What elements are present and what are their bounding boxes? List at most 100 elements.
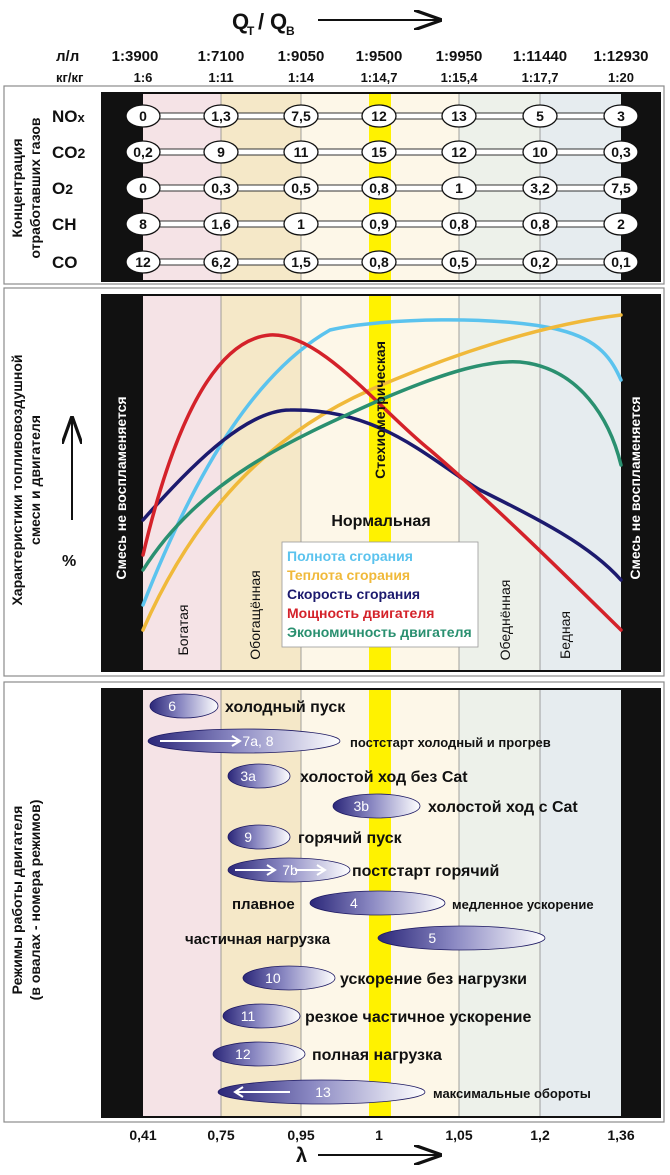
x-tick: 0,41 — [129, 1127, 156, 1143]
mode-oval — [227, 857, 351, 883]
gas-value: 12 — [135, 254, 151, 270]
curve-economy — [141, 360, 623, 572]
value-oval — [441, 212, 477, 236]
value-oval — [603, 250, 639, 274]
gas-value: 0,3 — [211, 180, 231, 196]
header-row1-value: 1:9950 — [436, 48, 483, 65]
legend-entry: Мощность двигателя — [287, 605, 434, 621]
band-4 — [540, 690, 621, 1116]
header-values: 1:3900 1:7100 1:9050 1:9500 1:9950 1:11440 1:1… — [112, 48, 649, 85]
value-oval — [522, 140, 558, 164]
header-title-slash: / — [258, 9, 264, 34]
panel3-modes: 6 холодный пуск 7а, 8 постстарт холодный и … — [147, 693, 594, 1105]
value-oval — [603, 212, 639, 236]
value-oval — [441, 250, 477, 274]
mode-oval — [227, 763, 291, 789]
gas-row-3: CH 8 1,6 1 0,9 0,8 0,8 2 — [52, 212, 639, 236]
gas-value: 12 — [451, 144, 467, 160]
mode-oval — [212, 1041, 306, 1067]
mode-number: 4 — [350, 895, 358, 911]
mode-oval — [242, 965, 336, 991]
value-oval — [441, 176, 477, 200]
gas-value: 0,8 — [369, 180, 389, 196]
panel1-axis-label-line2: отработавших газов — [27, 117, 43, 258]
mode-label: ускорение без нагрузки — [340, 971, 527, 988]
panel3-axis-label-line1: Режимы работы двигателя — [9, 806, 25, 995]
gas-value: 0,8 — [449, 216, 469, 232]
mode-arrow-head — [231, 735, 242, 747]
mode-arrow-head — [266, 864, 277, 876]
mode-label-left: частичная нагрузка — [185, 931, 331, 948]
mode-1: 7а, 8 постстарт холодный и прогрев — [147, 728, 551, 754]
header-title-q2: Q — [270, 9, 287, 34]
zone-label: Бедная — [557, 611, 573, 659]
header-title-sub-t: T — [247, 24, 255, 38]
value-oval — [441, 140, 477, 164]
gas-value: 0,2 — [530, 254, 550, 270]
value-oval — [125, 250, 161, 274]
gas-value: 1 — [297, 216, 305, 232]
panel3-frame — [3, 681, 665, 1123]
x-tick: 0,75 — [207, 1127, 234, 1143]
gas-value: 0,5 — [449, 254, 469, 270]
mode-number: 3а — [240, 768, 256, 784]
header-row1-value: 1:7100 — [198, 48, 245, 65]
value-oval — [361, 212, 397, 236]
gas-value: 5 — [536, 108, 544, 124]
gas-value: 13 — [451, 108, 467, 124]
mode-11: 13 максимальные обороты — [217, 1079, 591, 1105]
x-axis: 0,41 0,75 0,95 1 1,05 1,2 1,36 λ — [129, 1127, 634, 1167]
gas-row-0: NOx 0 1,3 7,5 12 13 5 3 — [52, 104, 639, 128]
mode-oval — [222, 1003, 301, 1029]
value-oval — [283, 212, 319, 236]
mode-number: 9 — [244, 829, 252, 845]
legend-box — [281, 541, 479, 648]
gas-value: 15 — [371, 144, 387, 160]
mode-label-left: плавное — [232, 896, 295, 913]
mode-oval — [227, 824, 291, 850]
value-oval — [125, 212, 161, 236]
header-row2-value: 1:20 — [608, 70, 634, 85]
panel2-axis-label-line2: смеси и двигателя — [27, 415, 43, 545]
mode-number: 7b — [282, 862, 298, 878]
panel2-left-bar-label: Смесь не воспламеняется — [113, 396, 129, 579]
header-row2-value: 1:17,7 — [522, 70, 559, 85]
panel3-axis-label-line2: (в овалах - номера режимов) — [27, 800, 43, 1001]
mode-10: 12 полная нагрузка — [212, 1041, 442, 1067]
gas-value: 0,9 — [369, 216, 389, 232]
gas-label: CO — [52, 253, 78, 272]
mode-2: 3а холостой ход без Cat — [227, 763, 468, 789]
gas-value: 0,3 — [611, 144, 631, 160]
mode-arrow-head — [233, 1086, 244, 1098]
x-tick: 1,36 — [607, 1127, 634, 1143]
value-oval — [603, 104, 639, 128]
panel1-axis-label-line1: Концентрация — [9, 139, 25, 238]
value-oval — [361, 140, 397, 164]
mode-5: 7b постстарт горячий — [227, 857, 499, 883]
zone-label: Богатая — [175, 605, 191, 656]
value-oval — [361, 176, 397, 200]
gas-value: 1,5 — [291, 254, 311, 270]
gas-value: 10 — [532, 144, 548, 160]
panel1-frame — [3, 85, 665, 285]
panel2-frame — [3, 287, 665, 677]
mode-0: 6 холодный пуск — [149, 693, 346, 719]
gas-label: CO2 — [52, 143, 86, 162]
panel2-normal-label: Нормальная — [331, 513, 430, 530]
gas-label: CH — [52, 215, 77, 234]
value-oval — [203, 176, 239, 200]
mode-label: холостой ход с Cat — [428, 799, 578, 816]
x-tick: 1,05 — [445, 1127, 472, 1143]
mode-number: 3b — [353, 798, 369, 814]
gas-value: 0,1 — [611, 254, 631, 270]
curve-completeness — [141, 318, 623, 607]
value-oval — [203, 140, 239, 164]
x-axis-lambda: λ — [296, 1145, 307, 1167]
header-row1-unit: л/л — [56, 48, 79, 65]
gas-value: 11 — [294, 144, 309, 160]
legend-entry: Теплота сгорания — [287, 567, 410, 583]
legend-entry: Полнота сгорания — [287, 548, 413, 564]
value-oval — [522, 212, 558, 236]
